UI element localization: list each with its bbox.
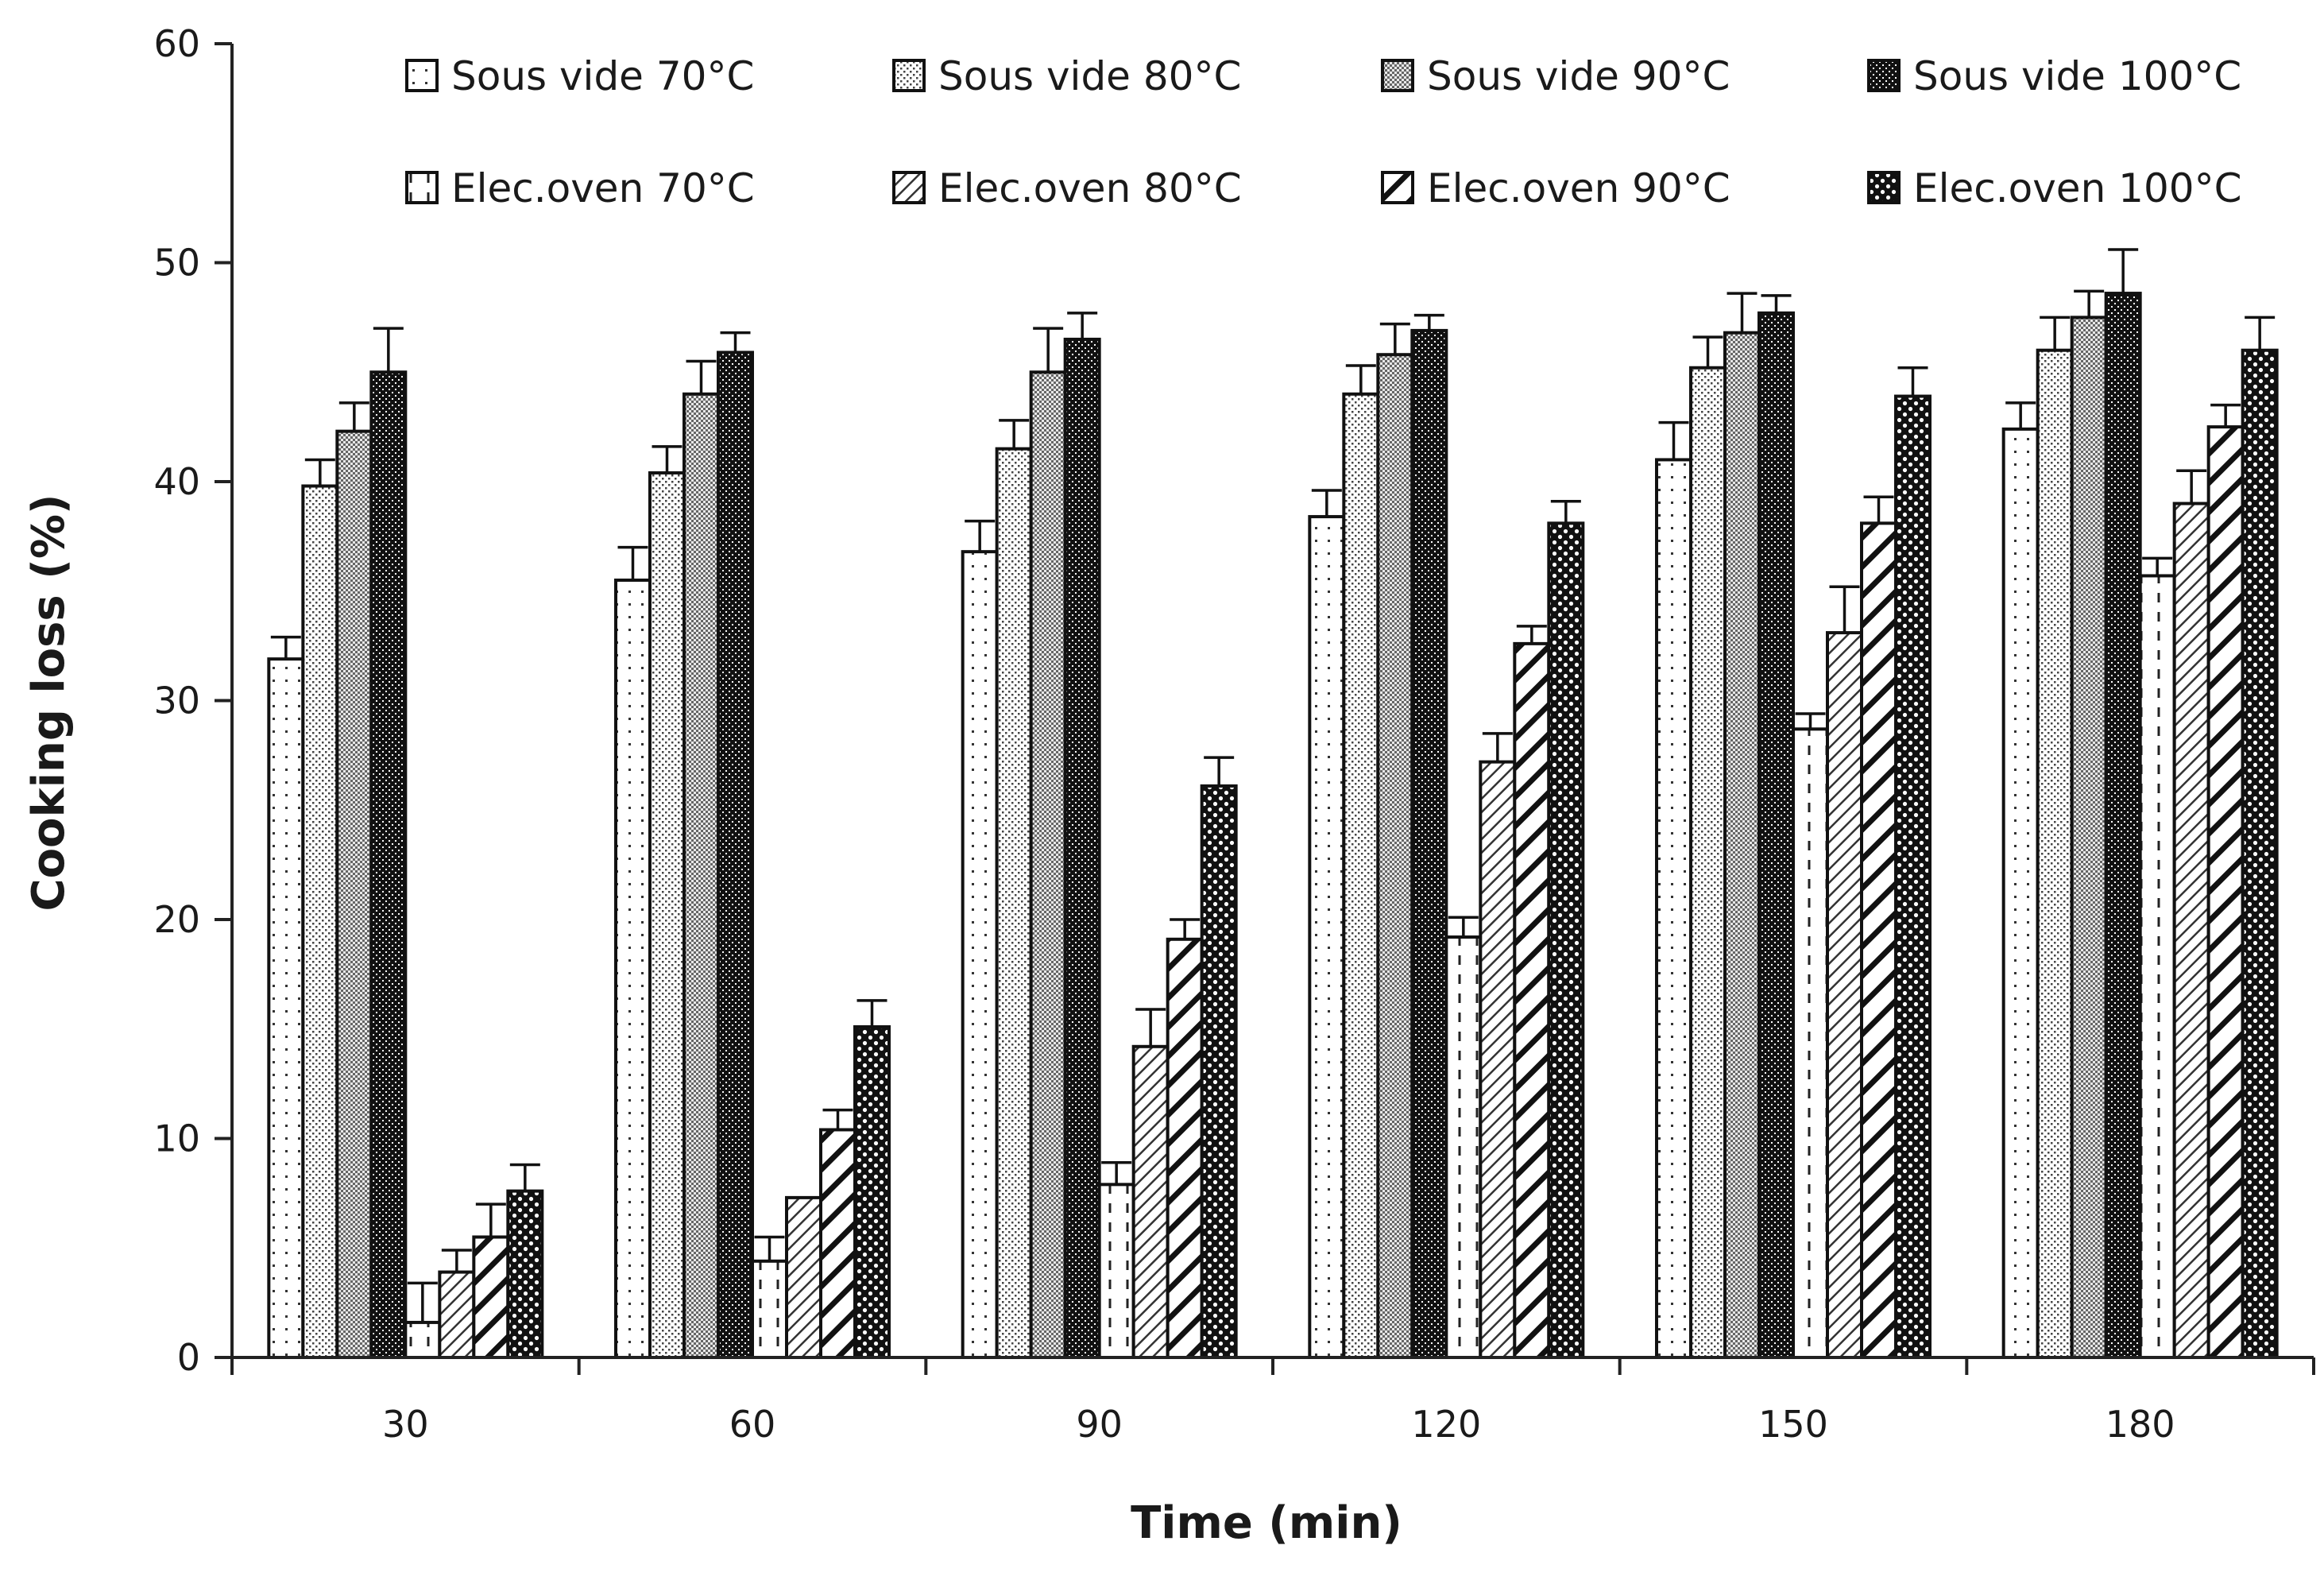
bar [301,484,339,1359]
bar [648,471,686,1359]
bar [961,550,999,1359]
bar [1410,328,1448,1359]
y-tick-label: 30 [153,680,200,722]
legend-swatch [1381,171,1414,204]
bar [1826,631,1863,1359]
legend-label: Sous vide 90°C [1427,53,1730,99]
bar [751,1259,788,1360]
bar [369,370,408,1359]
bar [438,1270,476,1360]
legend-swatch [892,171,926,204]
legend-swatch [405,59,439,92]
bar [506,1189,544,1359]
error-bars [270,248,2276,1322]
bar [1200,784,1238,1359]
bar [1131,1044,1170,1360]
bar [1097,1183,1135,1359]
bar [1894,394,1932,1359]
legend-swatch [1867,171,1901,204]
bar [1444,935,1483,1360]
bar [1166,937,1204,1360]
y-tick-label: 60 [153,22,200,65]
legend-swatch [405,171,439,204]
bar [2138,574,2176,1359]
legend-label: Sous vide 80°C [938,53,1241,99]
y-tick-label: 50 [153,242,200,285]
legend-label: Sous vide 70°C [451,53,754,99]
bar [1513,641,1551,1359]
bar [853,1024,891,1359]
bar [1376,353,1414,1360]
x-tick-label: 60 [729,1403,776,1446]
legend-label: Sous vide 100°C [1913,53,2241,99]
bar [335,429,373,1359]
bar [404,1320,442,1360]
x-tick-label: 150 [1758,1403,1828,1446]
legend-label: Elec.oven 90°C [1427,165,1730,211]
bar [1308,515,1346,1360]
y-tick-label: 20 [153,898,200,941]
bar [1723,331,1761,1359]
bar [683,392,720,1359]
legend-label: Elec.oven 70°C [451,165,755,211]
bar [2206,425,2245,1359]
bar [1479,760,1517,1359]
x-tick-label: 180 [2106,1403,2175,1446]
bar [1655,458,1692,1360]
legend: Sous vide 70°C Sous vide 80°C Sous vide 90… [405,53,2242,211]
bar [1860,521,1897,1359]
legend-swatch [1867,59,1901,92]
bar [2241,348,2279,1360]
legend-swatch [1381,59,1414,92]
bar [2104,292,2142,1360]
legend-swatch [892,59,926,92]
y-axis-title: Cooking loss (%) [23,494,75,911]
y-tick-label: 0 [177,1336,200,1379]
bar [2070,316,2108,1359]
x-tick-label: 30 [382,1403,429,1446]
y-tick-label: 40 [153,460,200,503]
bar [614,578,652,1359]
y-tick-label: 10 [153,1117,200,1160]
bar [1758,311,1795,1359]
bar [1547,521,1585,1359]
bar [267,657,305,1359]
bar [2001,427,2040,1359]
x-tick-label: 120 [1411,1403,1481,1446]
bar [472,1235,510,1359]
bar [1342,392,1380,1359]
bar [2036,348,2074,1360]
bar-group [267,292,2279,1360]
bar [2172,501,2210,1359]
x-tick-label: 90 [1076,1403,1123,1446]
bar [717,350,754,1360]
bar [1063,337,1101,1359]
bar [995,447,1033,1359]
legend-label: Elec.oven 100°C [1913,165,2242,211]
axes [215,42,2315,1375]
bar [819,1128,857,1359]
x-axis-title: Time (min) [1131,1497,1402,1549]
bar [1792,727,1829,1359]
bar [1029,370,1067,1359]
tick-labels: 0 10 20 30 40 50 60 30 60 90 120 150 180 [153,22,2175,1446]
legend-label: Elec.oven 80°C [938,165,1242,211]
bar [1689,366,1727,1359]
bar [785,1195,822,1360]
